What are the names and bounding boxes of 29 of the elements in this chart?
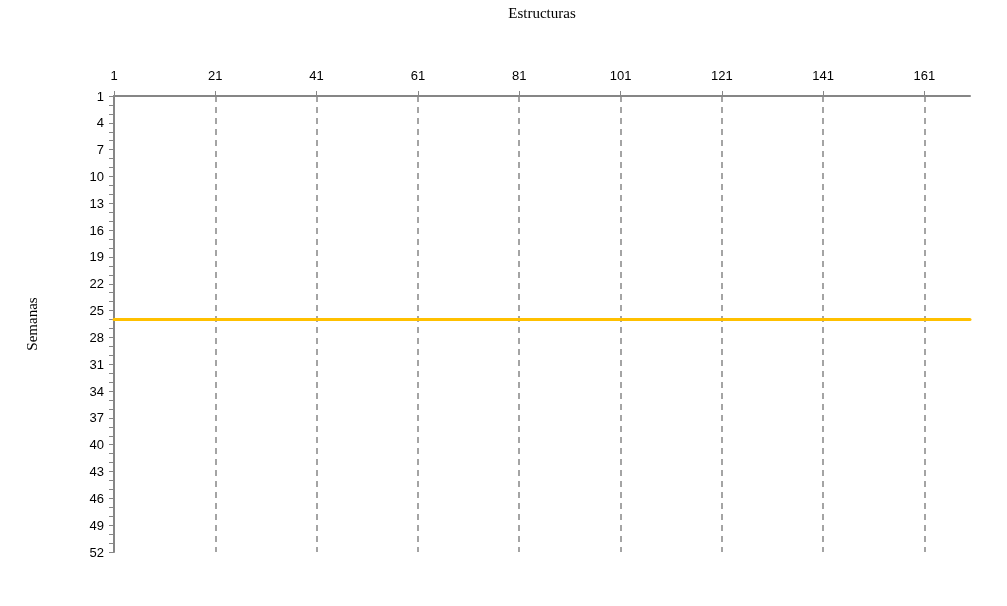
y-tick-label: 49 bbox=[89, 517, 104, 533]
y-tick-label: 40 bbox=[89, 437, 104, 453]
y-tick-label: 13 bbox=[89, 195, 104, 211]
y-tick-label: 7 bbox=[96, 142, 104, 158]
y-tick-label: 46 bbox=[89, 490, 104, 506]
x-tick-label: 21 bbox=[208, 68, 223, 83]
y-tick-label: 52 bbox=[89, 544, 104, 560]
y-tick-label: 31 bbox=[89, 356, 104, 372]
y-tick-label: 16 bbox=[89, 222, 104, 238]
x-tick-label: 61 bbox=[410, 68, 426, 83]
y-tick-label: 10 bbox=[89, 168, 104, 184]
y-axis-title: Semanas bbox=[23, 297, 40, 351]
y-tick-label: 34 bbox=[89, 383, 104, 399]
x-tick-label: 41 bbox=[309, 68, 324, 83]
y-tick-label: 25 bbox=[89, 303, 104, 319]
y-tick-label: 22 bbox=[89, 276, 104, 292]
x-tick-label: 121 bbox=[710, 68, 733, 83]
y-tick-label: 4 bbox=[96, 115, 104, 131]
x-tick-label: 101 bbox=[609, 68, 632, 83]
x-tick-label: 141 bbox=[812, 68, 834, 83]
y-tick-label: 37 bbox=[89, 410, 104, 426]
x-tick-label: 161 bbox=[913, 68, 936, 83]
x-tick-label: 1 bbox=[110, 68, 118, 83]
y-tick-label: 43 bbox=[89, 464, 104, 480]
x-tick-label: 81 bbox=[511, 68, 527, 83]
y-tick-label: 19 bbox=[89, 249, 104, 265]
y-tick-label: 1 bbox=[96, 88, 104, 104]
y-tick-label: 28 bbox=[89, 329, 104, 345]
x-axis-title: Estructuras bbox=[508, 4, 576, 21]
